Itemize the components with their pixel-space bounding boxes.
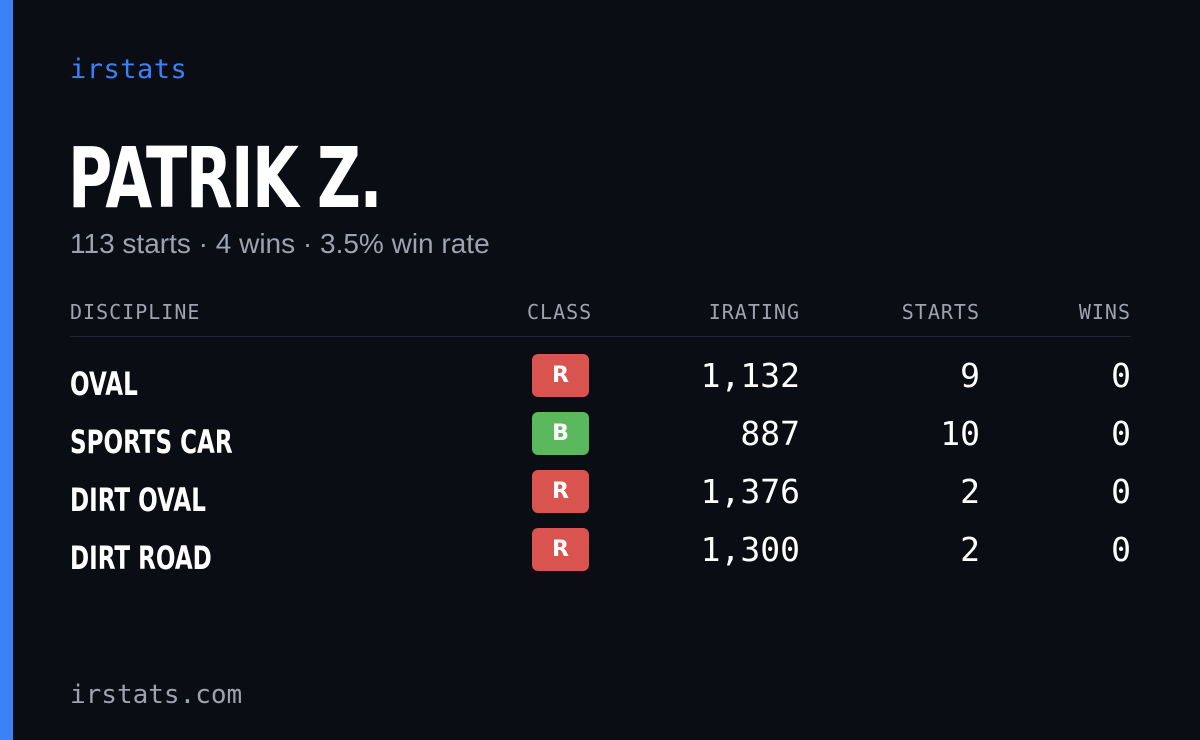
class-badge: R xyxy=(532,470,589,513)
brand-logo-text[interactable]: irstats xyxy=(70,54,188,85)
starts-value: 10 xyxy=(940,414,980,453)
wins-value: 0 xyxy=(1111,414,1131,453)
irating-value: 887 xyxy=(740,414,800,453)
header-irating: IRATING xyxy=(708,300,800,324)
wins-value: 0 xyxy=(1111,356,1131,395)
header-class: CLASS xyxy=(527,300,593,324)
driver-summary: 113 starts · 4 wins · 3.5% win rate xyxy=(70,228,490,259)
discipline-name: SPORTS CAR xyxy=(70,423,233,461)
footer-url[interactable]: irstats.com xyxy=(70,680,243,710)
table-body: OVAL R 1,132 9 0 SPORTS CAR B 887 10 0 D… xyxy=(70,337,1131,586)
class-badge: B xyxy=(532,412,589,455)
irating-value: 1,132 xyxy=(700,356,800,395)
header-starts: STARTS xyxy=(901,300,980,324)
starts-value: 2 xyxy=(960,530,980,569)
discipline-name: DIRT ROAD xyxy=(70,539,212,577)
table-row: OVAL R 1,132 9 0 xyxy=(70,354,1131,412)
starts-value: 2 xyxy=(960,472,980,511)
accent-bar xyxy=(0,0,13,740)
wins-value: 0 xyxy=(1111,530,1131,569)
discipline-table: DISCIPLINE CLASS IRATING STARTS WINS OVA… xyxy=(70,296,1131,586)
wins-value: 0 xyxy=(1111,472,1131,511)
irating-value: 1,376 xyxy=(700,472,800,511)
class-badge: R xyxy=(532,354,589,397)
discipline-name: DIRT OVAL xyxy=(70,481,206,519)
table-row: SPORTS CAR B 887 10 0 xyxy=(70,412,1131,470)
table-header: DISCIPLINE CLASS IRATING STARTS WINS xyxy=(70,296,1131,337)
table-row: DIRT ROAD R 1,300 2 0 xyxy=(70,528,1131,586)
irating-value: 1,300 xyxy=(700,530,800,569)
starts-value: 9 xyxy=(960,356,980,395)
table-row: DIRT OVAL R 1,376 2 0 xyxy=(70,470,1131,528)
header-discipline: DISCIPLINE xyxy=(70,300,201,324)
class-badge: R xyxy=(532,528,589,571)
driver-name: PATRIK Z. xyxy=(68,129,382,227)
header-wins: WINS xyxy=(1078,300,1131,324)
discipline-name: OVAL xyxy=(70,365,138,403)
